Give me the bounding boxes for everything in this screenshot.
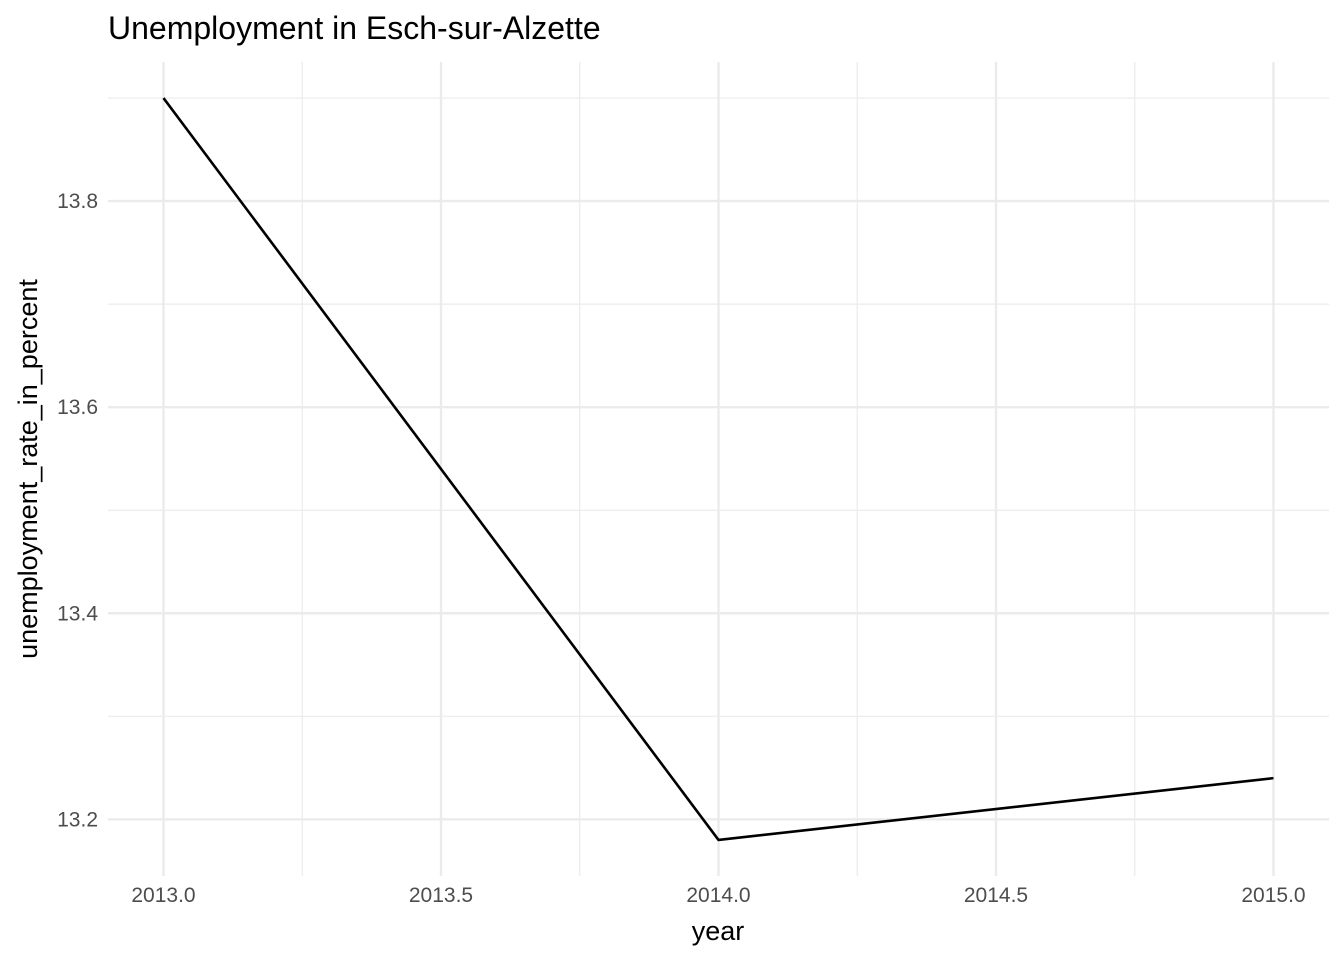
- x-tick-label: 2015.0: [1241, 884, 1305, 907]
- x-axis-ticks: 2013.0 2013.5 2014.0 2014.5 2015.0: [131, 884, 1305, 907]
- series-layer: [162, 97, 1274, 842]
- y-tick-label: 13.8: [57, 190, 98, 213]
- chart-title: Unemployment in Esch-sur-Alzette: [108, 10, 601, 46]
- y-axis-title: unemployment_rate_in_percent: [13, 279, 43, 659]
- grid-lines: [108, 62, 1329, 876]
- series-line: [162, 97, 1274, 842]
- x-tick-label: 2013.5: [409, 884, 473, 907]
- y-tick-label: 13.2: [57, 808, 98, 831]
- x-tick-label: 2014.5: [964, 884, 1028, 907]
- y-tick-label: 13.6: [57, 396, 98, 419]
- x-tick-label: 2013.0: [131, 884, 195, 907]
- x-axis-title: year: [692, 916, 745, 946]
- y-tick-label: 13.4: [57, 602, 98, 625]
- x-tick-label: 2014.0: [686, 884, 750, 907]
- y-axis-ticks: 13.2 13.4 13.6 13.8: [57, 190, 98, 831]
